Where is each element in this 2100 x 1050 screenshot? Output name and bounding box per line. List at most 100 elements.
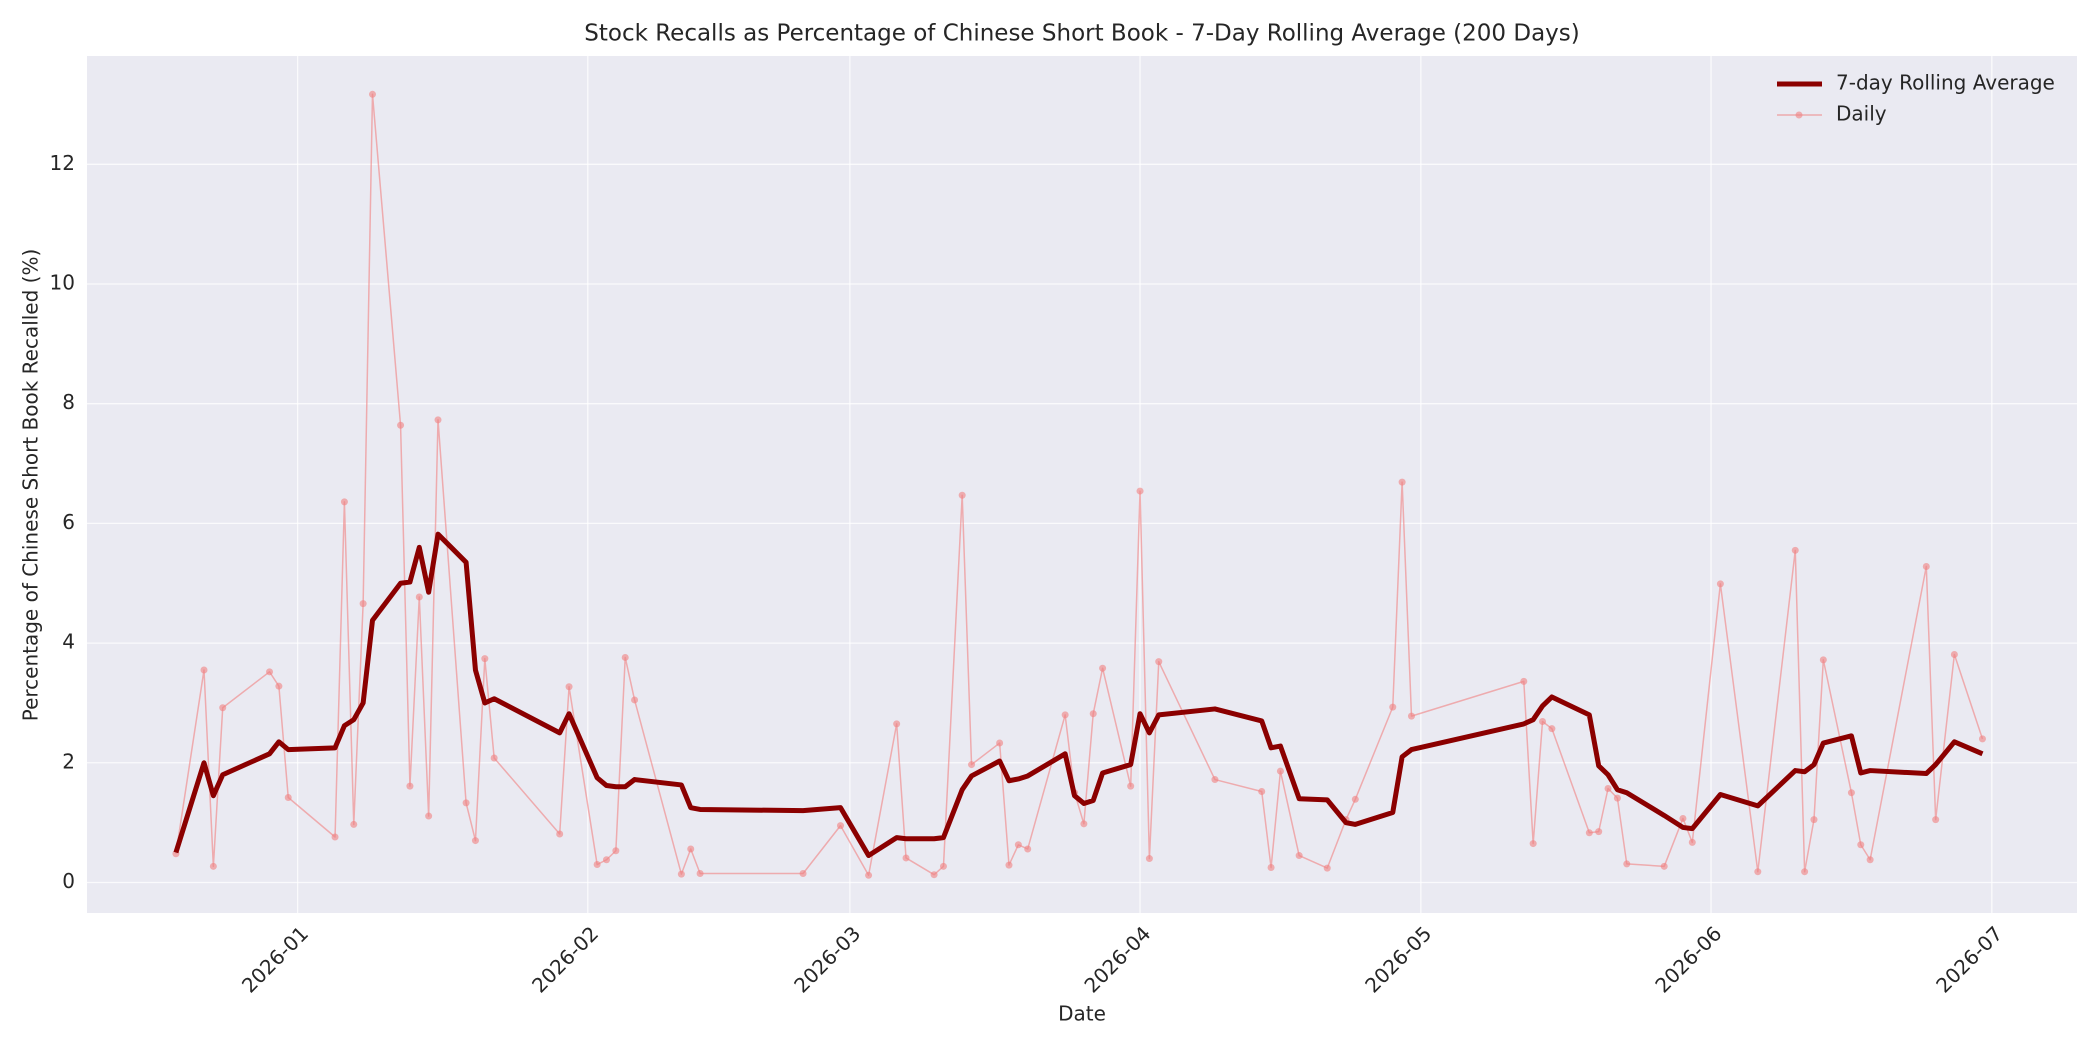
data-point — [1922, 562, 1930, 570]
x-axis-label: Date — [1058, 1002, 1106, 1026]
data-point — [1660, 862, 1668, 870]
data-point — [1323, 864, 1331, 872]
data-point — [696, 870, 704, 878]
data-point — [893, 720, 901, 728]
legend-marker — [1795, 111, 1803, 119]
data-point — [939, 862, 947, 870]
data-point — [434, 416, 442, 424]
data-point — [1679, 814, 1687, 822]
x-tick-label: 2026-05 — [1360, 921, 1436, 997]
data-point — [1529, 840, 1537, 848]
data-point — [1819, 656, 1827, 664]
y-tick-label: 12 — [50, 151, 75, 175]
y-tick-label: 4 — [62, 630, 75, 654]
data-point — [958, 491, 966, 499]
data-point — [1716, 580, 1724, 588]
data-point — [799, 870, 807, 878]
data-point — [1155, 658, 1163, 666]
data-point — [1548, 725, 1556, 733]
data-point — [631, 696, 639, 704]
data-point — [1585, 829, 1593, 837]
y-axis-label: Percentage of Chinese Short Book Recalle… — [19, 249, 43, 722]
data-point — [284, 793, 292, 801]
series-line — [173, 531, 1984, 859]
data-point — [612, 847, 620, 855]
data-point — [490, 754, 498, 762]
data-point — [1258, 788, 1266, 796]
data-point — [968, 761, 976, 769]
y-tick-label: 0 — [62, 869, 75, 893]
data-point — [621, 653, 629, 661]
data-point — [219, 704, 227, 712]
data-point — [406, 782, 414, 790]
data-point — [1005, 861, 1013, 869]
data-point — [1014, 841, 1022, 849]
data-point — [593, 861, 601, 869]
legend-label: 7-day Rolling Average — [1836, 71, 2055, 95]
x-tick-label: 2026-06 — [1650, 921, 1726, 997]
data-point — [1407, 712, 1415, 720]
data-point — [397, 421, 405, 429]
data-point — [1080, 820, 1088, 828]
data-point — [1857, 841, 1865, 849]
data-point — [209, 862, 217, 870]
data-point — [359, 600, 367, 608]
data-point — [1398, 478, 1406, 486]
data-point — [930, 871, 938, 879]
data-point — [1136, 487, 1144, 495]
data-point — [331, 833, 339, 841]
data-point — [1688, 838, 1696, 846]
data-point — [1351, 795, 1359, 803]
x-tick-label: 2026-03 — [789, 921, 865, 997]
data-point — [1127, 782, 1135, 790]
y-tick-label: 2 — [62, 749, 75, 773]
data-point — [837, 822, 845, 830]
x-tick-label: 2026-01 — [237, 921, 313, 997]
data-point — [1539, 717, 1547, 725]
data-point — [902, 854, 910, 862]
data-point — [415, 593, 423, 601]
data-point — [1801, 868, 1809, 876]
data-point — [1932, 816, 1940, 824]
data-point — [1623, 860, 1631, 868]
data-point — [1211, 776, 1219, 784]
x-tick-label: 2026-04 — [1079, 921, 1155, 997]
data-point — [687, 845, 695, 853]
data-point — [340, 498, 348, 506]
data-point — [677, 870, 685, 878]
data-point — [1295, 852, 1303, 860]
y-tick-label: 8 — [62, 390, 75, 414]
data-point — [996, 739, 1004, 747]
data-point — [602, 856, 610, 864]
data-point — [1754, 868, 1762, 876]
data-point — [1847, 789, 1855, 797]
data-point — [200, 666, 208, 674]
data-point — [1604, 785, 1612, 793]
data-point — [471, 837, 479, 845]
data-point — [350, 820, 358, 828]
x-tick-label: 2026-02 — [527, 921, 603, 997]
data-point — [1276, 767, 1284, 775]
data-point — [565, 683, 573, 691]
data-point — [1520, 677, 1528, 685]
data-point — [1791, 546, 1799, 554]
data-point — [1089, 710, 1097, 718]
y-tick-label: 6 — [62, 510, 75, 534]
data-point — [1099, 664, 1107, 672]
data-point — [368, 90, 376, 98]
data-point — [481, 655, 489, 663]
chart-title: Stock Recalls as Percentage of Chinese S… — [584, 21, 1580, 47]
data-point — [266, 668, 274, 676]
data-point — [462, 799, 470, 807]
data-point — [556, 830, 564, 838]
data-point — [1389, 703, 1397, 711]
data-point — [1595, 828, 1603, 836]
data-point — [1866, 856, 1874, 864]
data-point — [1267, 864, 1275, 872]
data-point — [1978, 735, 1986, 743]
x-tick-label: 2026-07 — [1931, 921, 2007, 997]
legend-label: Daily — [1836, 102, 1887, 126]
data-point — [1024, 845, 1032, 853]
data-point — [865, 871, 873, 879]
